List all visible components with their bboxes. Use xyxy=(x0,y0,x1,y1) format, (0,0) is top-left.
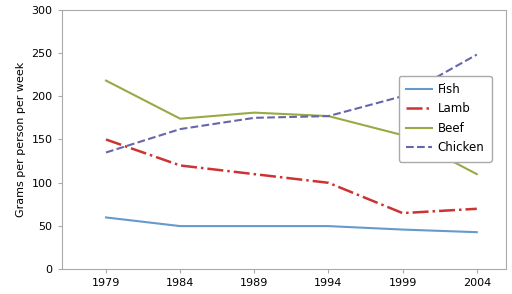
Lamb xyxy=(177,164,183,167)
Lamb xyxy=(399,211,406,215)
Beef xyxy=(177,117,183,121)
Line: Beef: Beef xyxy=(106,81,477,174)
Line: Lamb: Lamb xyxy=(106,139,477,213)
Lamb xyxy=(251,172,258,176)
Chicken xyxy=(103,151,109,154)
Lamb xyxy=(474,207,480,211)
Chicken xyxy=(251,116,258,120)
Beef xyxy=(474,172,480,176)
Beef xyxy=(326,114,332,118)
Beef xyxy=(399,133,406,137)
Chicken xyxy=(474,53,480,56)
Chicken xyxy=(177,127,183,131)
Y-axis label: Grams per person per week: Grams per person per week xyxy=(16,62,26,217)
Line: Chicken: Chicken xyxy=(106,55,477,153)
Fish xyxy=(399,228,406,231)
Fish xyxy=(251,224,258,228)
Line: Fish: Fish xyxy=(106,218,477,232)
Beef xyxy=(251,111,258,114)
Beef xyxy=(103,79,109,82)
Fish xyxy=(474,230,480,234)
Legend: Fish, Lamb, Beef, Chicken: Fish, Lamb, Beef, Chicken xyxy=(399,76,492,161)
Chicken xyxy=(326,114,332,118)
Lamb xyxy=(326,181,332,185)
Lamb xyxy=(103,138,109,141)
Fish xyxy=(326,224,332,228)
Fish xyxy=(177,224,183,228)
Fish xyxy=(103,216,109,219)
Chicken xyxy=(399,94,406,98)
